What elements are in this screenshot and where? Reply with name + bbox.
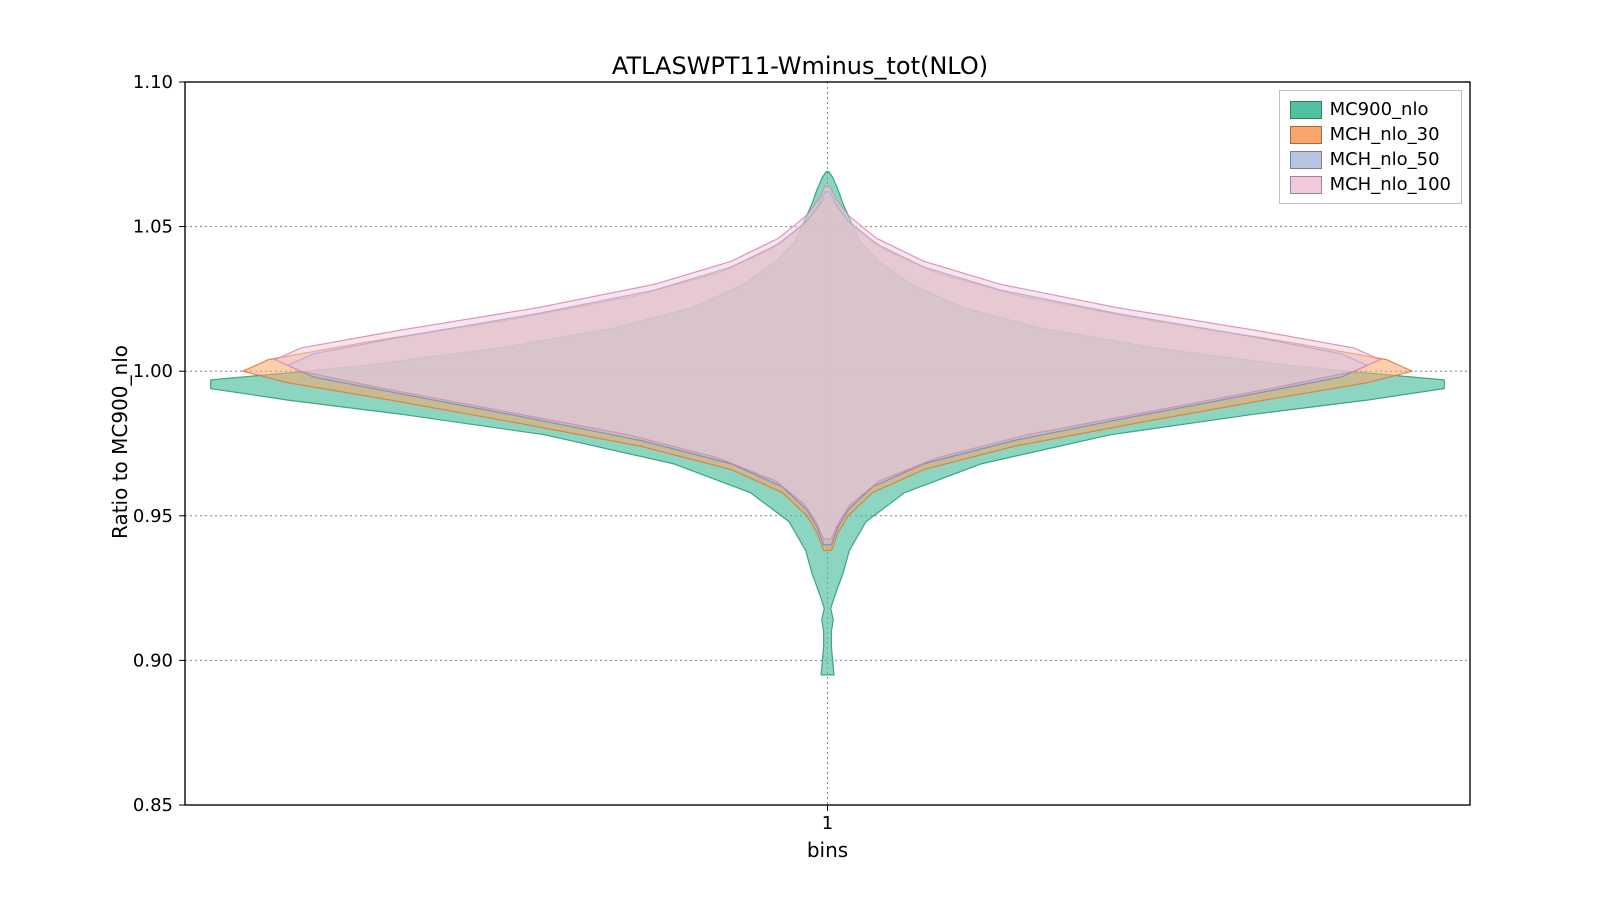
ytick-label: 1.05 [133,217,173,238]
legend-row: MCH_nlo_50 [1290,147,1451,172]
legend-row: MCH_nlo_30 [1290,122,1451,147]
ytick-label: 1.10 [133,72,173,93]
ytick-label: 0.85 [133,795,173,816]
legend-patch [1290,126,1322,144]
legend-row: MCH_nlo_100 [1290,172,1451,197]
ytick-label: 0.95 [133,506,173,527]
x-axis-label: bins [185,838,1470,862]
xtick-label: 1 [822,813,833,834]
ytick-label: 0.90 [133,650,173,671]
legend-label: MCH_nlo_100 [1330,174,1451,195]
legend-patch [1290,176,1322,194]
legend-patch [1290,101,1322,119]
legend-patch [1290,151,1322,169]
chart-container: ATLASWPT11-Wminus_tot(NLO) Ratio to MC90… [0,0,1600,900]
legend-label: MC900_nlo [1330,99,1429,120]
legend-row: MC900_nlo [1290,97,1451,122]
legend-label: MCH_nlo_30 [1330,124,1440,145]
ytick-label: 1.00 [133,361,173,382]
legend-label: MCH_nlo_50 [1330,149,1440,170]
legend: MC900_nlo MCH_nlo_30 MCH_nlo_50 MCH_nlo_100 [1279,90,1462,204]
